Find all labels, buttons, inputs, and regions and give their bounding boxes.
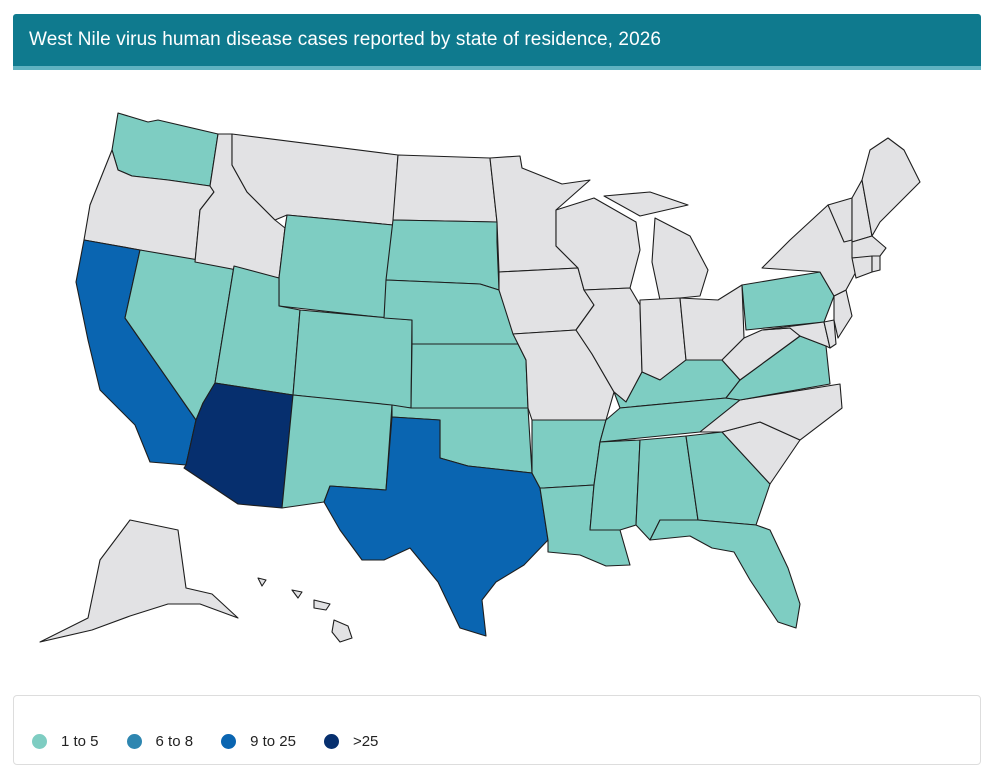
legend-label: >25 [352,733,379,750]
legend-item-6-to-8: 6 to 8 [126,733,194,750]
state-connecticut[interactable] [851,255,873,279]
state-south-dakota[interactable] [385,219,500,291]
state-colorado[interactable] [292,309,413,409]
legend-swatch-circle [126,734,142,749]
title-bar: West Nile virus human disease cases repo… [13,14,981,70]
state-alaska[interactable] [39,519,239,643]
state-north-carolina[interactable] [699,383,843,441]
state-texas[interactable] [323,416,549,637]
state-pennsylvania[interactable] [741,271,835,331]
state-florida[interactable] [649,519,801,629]
state-rhode-island[interactable] [871,255,881,273]
us-map [0,90,1000,660]
legend-swatch-circle [221,734,237,749]
map-title: West Nile virus human disease cases repo… [29,29,662,50]
legend-swatch-circle [32,734,47,749]
state-delaware[interactable] [823,319,837,349]
state-new-jersey[interactable] [833,289,853,339]
state-hawaii[interactable] [257,577,353,643]
state-kansas[interactable] [410,343,529,409]
state-wyoming[interactable] [278,214,394,319]
state-michigan[interactable] [603,191,709,301]
legend-item-1-to-5: 1 to 5 [32,733,99,750]
state-maine[interactable] [861,137,921,237]
legend-item-9-to-25: 9 to 25 [221,733,296,750]
legend-label: 1 to 5 [61,733,99,750]
state-massachusetts[interactable] [851,235,887,259]
legend: 1 to 5 6 to 8 9 to 25 >25 [13,695,981,765]
legend-label: 9 to 25 [250,733,296,750]
legend-label: 6 to 8 [155,733,194,750]
us-map-svg [39,112,921,643]
legend-item-gt-25: >25 [323,733,379,750]
state-georgia[interactable] [685,431,771,526]
state-north-dakota[interactable] [392,154,498,223]
legend-swatch-circle [323,734,339,749]
